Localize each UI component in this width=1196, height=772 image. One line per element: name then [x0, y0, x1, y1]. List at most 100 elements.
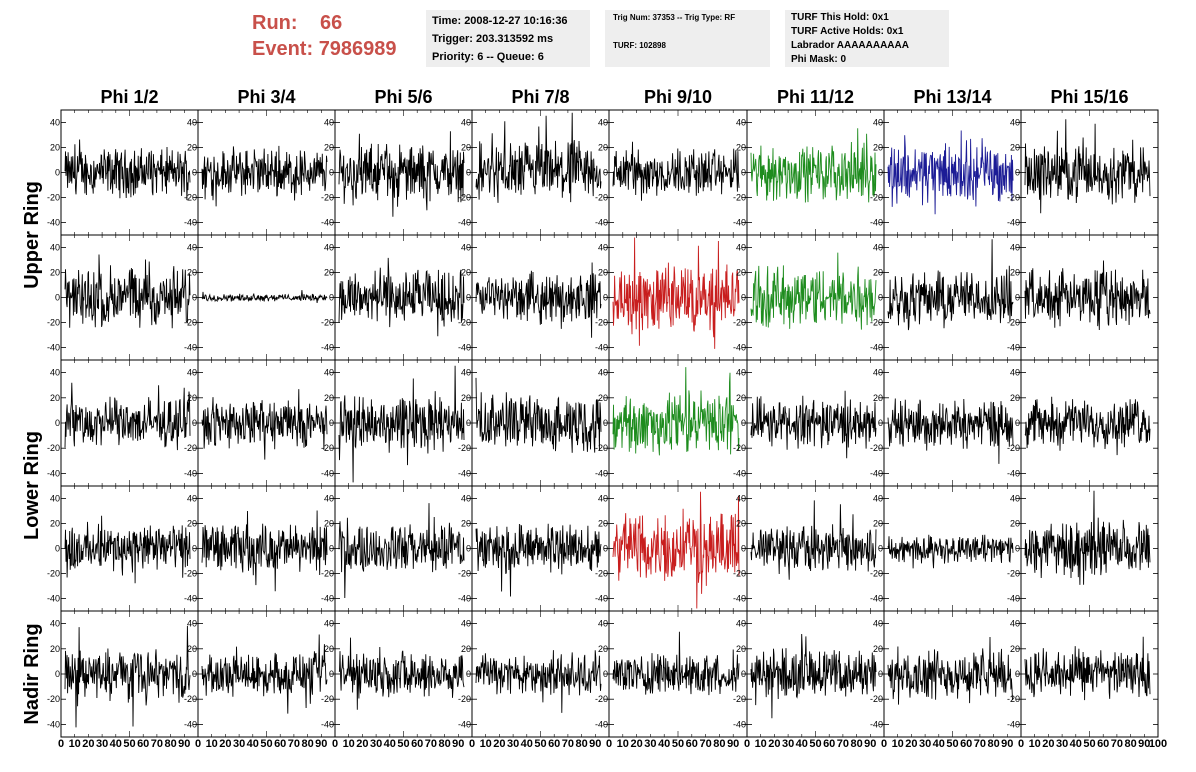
waveform-trace	[750, 500, 877, 580]
y-tick-label: -20	[321, 694, 334, 704]
y-tick-label: 0	[329, 293, 334, 303]
y-tick-label: -20	[1007, 694, 1020, 704]
waveform-panel: -40 -20 0 20 40	[870, 610, 1022, 738]
y-tick-label: 40	[873, 368, 883, 378]
x-tick-label: 0	[744, 738, 750, 750]
y-tick-label: 40	[187, 619, 197, 629]
y-tick-label: -40	[458, 218, 471, 228]
waveform-panel: -40 -20 0 20 40	[47, 234, 199, 361]
waveform-panel: -40 -20 0 20 40	[870, 485, 1022, 612]
y-tick-label: -40	[184, 343, 197, 353]
y-tick-label: -20	[595, 443, 608, 453]
y-tick-label: -20	[733, 443, 746, 453]
y-tick-label: -40	[47, 218, 60, 228]
y-tick-label: -40	[1007, 594, 1020, 604]
y-tick-label: 0	[603, 293, 608, 303]
x-tick-label: 30	[233, 738, 245, 750]
x-tick-label: 50	[809, 738, 821, 750]
x-tick-label: 20	[356, 738, 368, 750]
waveform-trace	[475, 523, 602, 597]
y-tick-label: -40	[1007, 343, 1020, 353]
y-tick-label: 40	[1010, 619, 1020, 629]
y-tick-label: 20	[598, 143, 608, 153]
y-tick-label: -40	[733, 468, 746, 478]
waveform-panel: -40 -20 0 20 40	[184, 109, 336, 236]
y-tick-label: 20	[50, 143, 60, 153]
x-tick-label: 40	[658, 738, 670, 750]
ring-label: Lower Ring	[21, 431, 43, 540]
y-tick-label: 40	[736, 118, 746, 128]
y-tick-label: 40	[1010, 494, 1020, 504]
waveform-panel: -40 -20 0 20 40	[47, 485, 199, 612]
waveform-panel: -40 -20 0 20 40	[458, 359, 610, 487]
y-tick-label: 0	[55, 418, 60, 428]
time-info-box: Time: 2008-12-27 10:16:36 Trigger: 203.3…	[426, 10, 590, 67]
waveform-trace	[475, 650, 602, 713]
y-tick-label: -40	[733, 719, 746, 729]
y-tick-label: -40	[184, 719, 197, 729]
x-tick-label: 30	[370, 738, 382, 750]
waveform-panel: -40 -20 0 20 40	[733, 610, 885, 738]
y-tick-label: 0	[878, 168, 883, 178]
y-tick-label: 20	[873, 393, 883, 403]
y-tick-label: -20	[184, 318, 197, 328]
x-tick-label: 20	[493, 738, 505, 750]
x-tick-label: 20	[219, 738, 231, 750]
y-tick-label: -40	[321, 343, 334, 353]
x-tick-label: 80	[575, 738, 587, 750]
y-tick-label: 20	[598, 268, 608, 278]
waveform-trace	[201, 145, 328, 207]
waveform-trace	[887, 534, 1014, 569]
y-tick-label: -20	[733, 694, 746, 704]
column-label: Phi 1/2	[100, 87, 158, 107]
y-tick-label: 0	[329, 544, 334, 554]
waveform-panel: -40 -20 0 20 40	[733, 109, 885, 236]
waveform-panel: -40 -20 0 20 40	[47, 610, 199, 738]
y-tick-label: 40	[736, 494, 746, 504]
y-tick-label: 0	[329, 418, 334, 428]
y-tick-label: 0	[1015, 293, 1020, 303]
waveform-panel: -40 -20 0 20 40	[321, 234, 473, 361]
y-tick-label: -20	[47, 193, 60, 203]
y-tick-label: -20	[321, 193, 334, 203]
x-tick-label: 60	[686, 738, 698, 750]
y-tick-label: 20	[324, 393, 334, 403]
y-tick-label: -40	[47, 719, 60, 729]
x-tick-label: 90	[1138, 738, 1150, 750]
trig-info-box: Trig Num: 37353 -- Trig Type: RF TURF: 1…	[605, 10, 770, 67]
y-tick-label: 0	[878, 293, 883, 303]
y-tick-label: 20	[187, 519, 197, 529]
waveform-panel: -40 -20 0 20 40	[321, 485, 473, 612]
y-tick-label: 20	[736, 644, 746, 654]
x-tick-label: 60	[274, 738, 286, 750]
y-tick-label: 0	[466, 168, 471, 178]
y-tick-label: 0	[603, 544, 608, 554]
y-tick-label: -40	[870, 468, 883, 478]
x-tick-label: 100	[1149, 738, 1167, 750]
y-tick-label: -20	[184, 443, 197, 453]
column-label: Phi 5/6	[374, 87, 432, 107]
waveform-trace	[750, 252, 877, 330]
y-tick-label: -40	[595, 719, 608, 729]
y-tick-label: 40	[50, 494, 60, 504]
y-tick-label: 0	[55, 293, 60, 303]
x-tick-label: 70	[974, 738, 986, 750]
waveform-panel: -40 -20 0 20 40	[321, 359, 473, 487]
y-tick-label: 20	[50, 268, 60, 278]
y-tick-label: 20	[187, 268, 197, 278]
y-tick-label: 40	[187, 368, 197, 378]
y-tick-label: 40	[461, 243, 471, 253]
x-tick-label: 90	[589, 738, 601, 750]
y-tick-label: -40	[870, 343, 883, 353]
y-tick-label: -20	[458, 443, 471, 453]
waveform-trace	[338, 131, 465, 217]
waveform-trace	[338, 503, 465, 599]
y-tick-label: 20	[461, 268, 471, 278]
y-tick-label: 40	[598, 118, 608, 128]
y-tick-label: -40	[595, 594, 608, 604]
x-tick-label: 0	[58, 738, 64, 750]
waveform-trace	[887, 636, 1014, 705]
y-tick-label: 20	[873, 268, 883, 278]
y-tick-label: 20	[1010, 143, 1020, 153]
